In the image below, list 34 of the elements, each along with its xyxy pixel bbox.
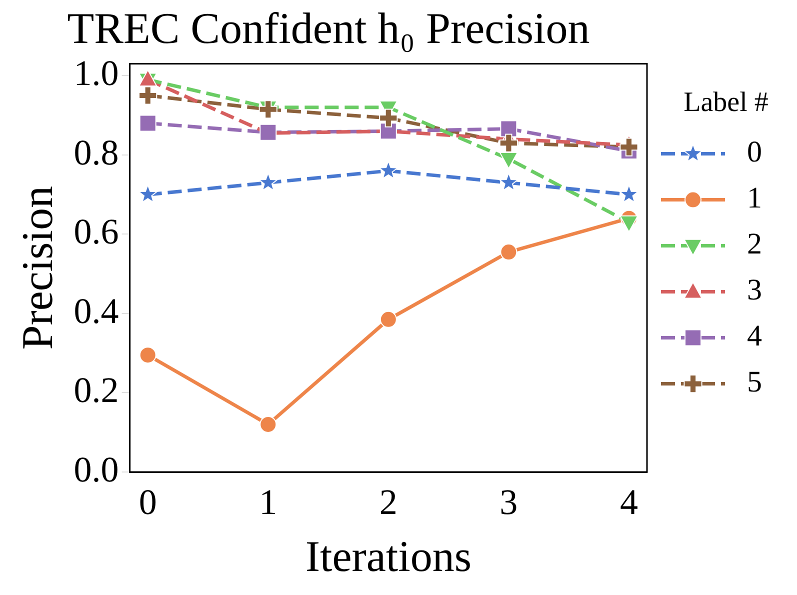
point — [380, 310, 397, 328]
point — [379, 108, 398, 128]
x-tick-label: 0 — [138, 482, 157, 522]
point — [500, 120, 518, 138]
x-tick-label: 2 — [379, 482, 398, 522]
point — [260, 416, 277, 433]
x-tick-label: 1 — [259, 482, 278, 522]
y-tick-label: 0.6 — [74, 212, 119, 252]
point — [499, 134, 518, 152]
y-tick-label: 1.0 — [74, 53, 119, 94]
point — [138, 86, 158, 105]
legend-label: 2 — [747, 228, 762, 261]
legend-label: 0 — [747, 136, 762, 169]
y-axis-title: Precision — [12, 186, 62, 350]
legend-label: 3 — [747, 274, 762, 307]
point — [258, 172, 278, 191]
chart-title: TREC Confident h₀ Precision — [67, 4, 590, 53]
legend-label: 1 — [747, 182, 762, 215]
x-tick-label: 3 — [500, 482, 518, 522]
point — [378, 160, 398, 180]
y-tick-label: 0.4 — [74, 290, 119, 331]
x-tick-label: 4 — [620, 482, 638, 522]
point — [620, 138, 638, 156]
legend-title: Label # — [684, 87, 768, 118]
y-tick-label: 0.0 — [74, 449, 119, 490]
legend-label: 5 — [747, 366, 762, 399]
legend-label: 4 — [747, 320, 762, 353]
y-tick-label: 0.2 — [74, 370, 119, 410]
y-tick-label: 0.8 — [74, 132, 119, 172]
point — [139, 346, 156, 364]
point — [139, 114, 156, 132]
point — [499, 172, 518, 191]
x-axis-title: Iterations — [305, 532, 472, 582]
point — [500, 244, 518, 261]
